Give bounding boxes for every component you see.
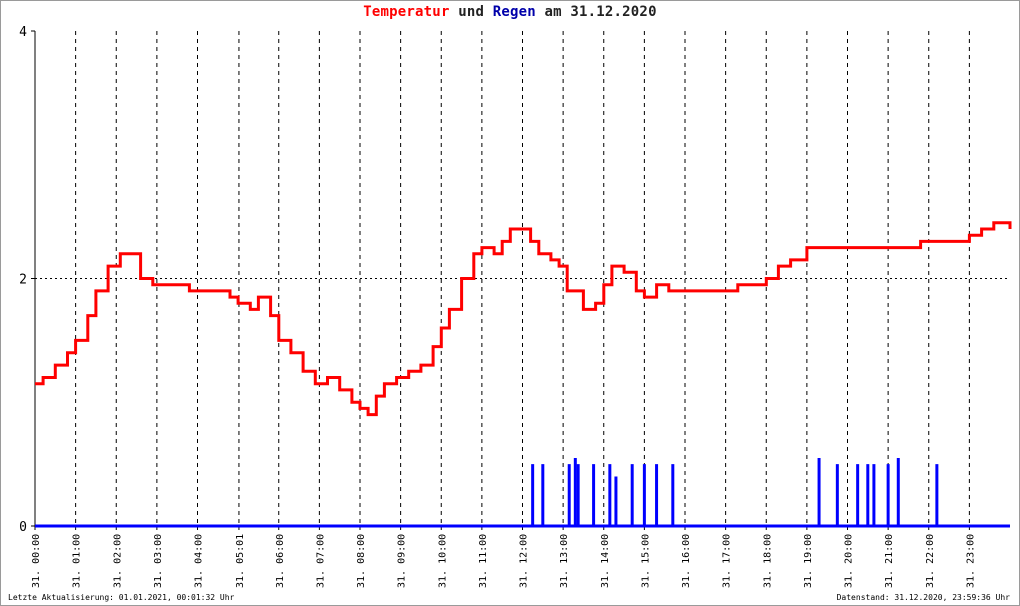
- x-tick-label: 31. 14:00: [600, 534, 611, 588]
- x-tick-label: 31. 00:00: [31, 534, 42, 588]
- y-tick-label: 4: [19, 25, 27, 40]
- chart-title: Temperatur und Regen am 31.12.2020: [0, 4, 1020, 20]
- x-tick-label: 31. 06:00: [275, 534, 286, 588]
- x-tick-label: 31. 16:00: [681, 534, 692, 588]
- x-tick-label: 31. 08:00: [356, 534, 367, 588]
- title-temperature: Temperatur: [363, 4, 450, 20]
- x-tick-label: 31. 03:00: [153, 534, 164, 588]
- x-tick-label: 31. 10:00: [437, 534, 448, 588]
- x-tick-label: 31. 13:00: [559, 534, 570, 588]
- x-tick-label: 31. 07:00: [315, 534, 326, 588]
- x-tick-label: 31. 19:00: [803, 534, 814, 588]
- last-update-text: Letzte Aktualisierung: 01.01.2021, 00:01…: [8, 593, 235, 602]
- temperature-line: [35, 221, 1012, 417]
- x-tick-label: 31. 04:00: [194, 534, 205, 588]
- title-rain: Regen: [492, 4, 536, 20]
- x-tick-label: 31. 09:00: [397, 534, 408, 588]
- x-tick-label: 31. 21:00: [884, 534, 895, 588]
- y-tick-label: 0: [19, 520, 27, 535]
- x-tick-label: 31. 17:00: [722, 534, 733, 588]
- x-tick-label: 31. 11:00: [478, 534, 489, 588]
- y-tick-label: 2: [19, 273, 27, 288]
- data-timestamp-text: Datenstand: 31.12.2020, 23:59:36 Uhr: [836, 593, 1010, 602]
- x-tick-label: 31. 15:00: [640, 534, 651, 588]
- x-tick-label: 31. 18:00: [762, 534, 773, 588]
- x-tick-label: 31. 01:00: [72, 534, 83, 588]
- x-tick-label: 31. 23:00: [965, 534, 976, 588]
- x-tick-label: 31. 02:00: [112, 534, 123, 588]
- x-tick-label: 31. 05:01: [235, 534, 246, 588]
- x-tick-label: 31. 12:00: [519, 534, 530, 588]
- x-tick-label: 31. 20:00: [844, 534, 855, 588]
- title-date: am 31.12.2020: [535, 4, 657, 20]
- title-and: und: [449, 4, 493, 20]
- x-tick-label: 31. 22:00: [925, 534, 936, 588]
